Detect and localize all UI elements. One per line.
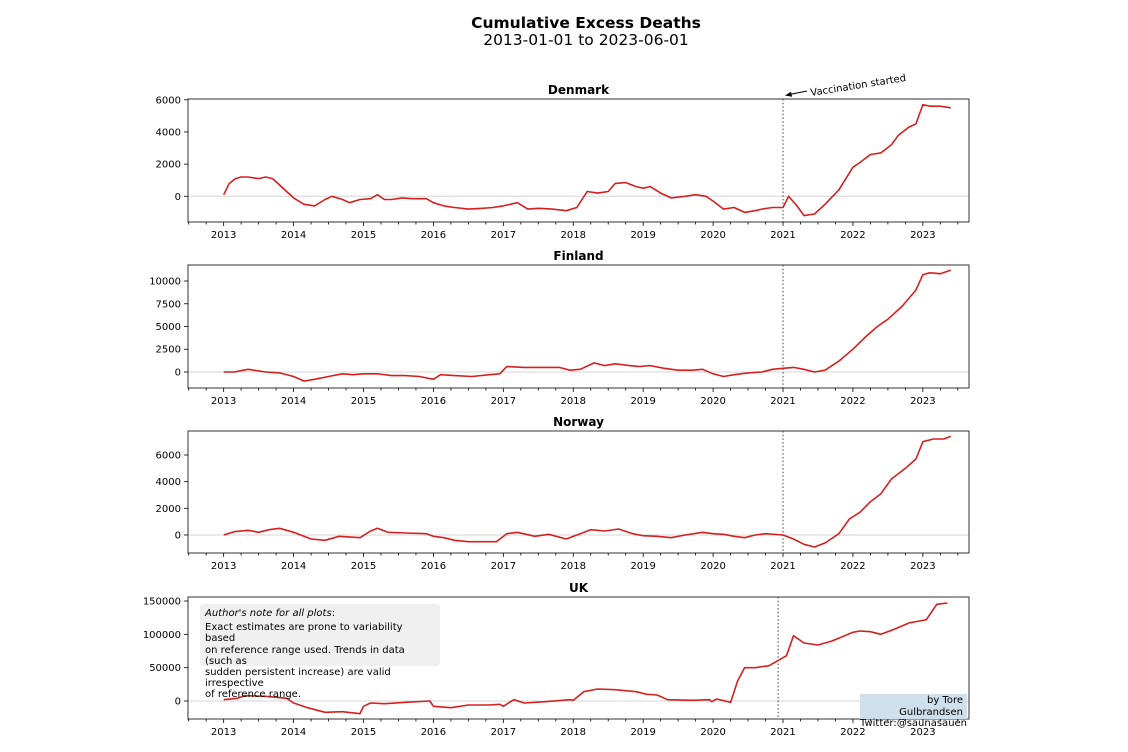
panel-title: UK <box>569 581 589 595</box>
series-line-finland <box>223 269 952 382</box>
y-tick-label: 0 <box>175 192 181 203</box>
author-note-line: sudden persistent increase) are valid ir… <box>205 667 391 690</box>
x-tick-label: 2023 <box>910 561 935 572</box>
vaccination-annotation: Vaccination started <box>810 73 907 99</box>
y-tick-label: 150000 <box>143 597 181 608</box>
x-tick-label: 2019 <box>630 727 655 738</box>
x-tick-label: 2015 <box>351 230 376 241</box>
y-tick-label: 2000 <box>156 504 181 515</box>
x-tick-label: 2017 <box>491 727 516 738</box>
figure-title: Cumulative Excess Deaths <box>471 14 701 32</box>
x-tick-label: 2019 <box>630 561 655 572</box>
author-note-box: Author's note for all plots: Exact estim… <box>200 604 440 700</box>
x-tick-label: 2015 <box>351 561 376 572</box>
plot-frame <box>187 596 970 720</box>
x-tick-label: 2019 <box>630 396 655 407</box>
plot-frame <box>187 98 970 223</box>
x-tick-label: 2017 <box>491 396 516 407</box>
x-tick-label: 2018 <box>561 561 586 572</box>
figure-subtitle: 2013-01-01 to 2023-06-01 <box>483 31 689 49</box>
y-tick-label: 10000 <box>149 277 181 288</box>
panel-finland: 2013 2014 2015 2016 2017 2018 2019 2020 2021 2022… <box>149 249 970 407</box>
author-note-title: Author's note for all plots: <box>205 608 435 619</box>
y-tick-label: 6000 <box>156 451 181 462</box>
x-tick-label: 2021 <box>770 230 795 241</box>
x-tick-label: 2017 <box>491 230 516 241</box>
author-note-line: on reference range used. Trends in data … <box>205 644 405 667</box>
x-tick-label: 2015 <box>351 727 376 738</box>
y-tick-label: 2500 <box>156 345 181 356</box>
x-tick-label: 2023 <box>910 727 935 738</box>
author-note-line: Exact estimates are prone to variability… <box>205 622 403 645</box>
panel-uk: 2013 2014 2015 2016 2017 2018 2019 2020 2021 2022… <box>143 581 970 738</box>
panel-title: Finland <box>553 249 603 263</box>
x-tick-label: 2016 <box>421 727 446 738</box>
x-tick-label: 2013 <box>211 230 236 241</box>
x-tick-label: 2017 <box>491 561 516 572</box>
x-tick-label: 2016 <box>421 230 446 241</box>
x-tick-label: 2022 <box>840 396 865 407</box>
x-tick-label: 2014 <box>281 230 306 241</box>
y-tick-label: 50000 <box>149 663 181 674</box>
x-tick-label: 2014 <box>281 396 306 407</box>
y-tick-label: 0 <box>175 697 181 708</box>
x-tick-label: 2016 <box>421 396 446 407</box>
author-note-colon: : <box>331 608 336 619</box>
y-tick-label: 4000 <box>156 127 181 138</box>
y-tick-label: 7500 <box>156 299 181 310</box>
x-tick-label: 2021 <box>770 727 795 738</box>
y-tick-label: 4000 <box>156 477 181 488</box>
x-tick-label: 2014 <box>281 727 306 738</box>
x-tick-label: 2023 <box>910 396 935 407</box>
arrow-head-icon <box>785 91 793 97</box>
x-tick-label: 2020 <box>700 727 725 738</box>
x-tick-label: 2020 <box>700 230 725 241</box>
y-tick-label: 5000 <box>156 322 181 333</box>
author-note-line: of reference range. <box>205 689 302 701</box>
x-tick-label: 2016 <box>421 561 446 572</box>
x-tick-label: 2022 <box>840 230 865 241</box>
x-tick-label: 2020 <box>700 396 725 407</box>
panel-title: Denmark <box>548 83 610 97</box>
x-tick-label: 2015 <box>351 396 376 407</box>
credit-box: by Tore Gulbrandsen Twitter:@saunasauen <box>860 694 967 729</box>
y-tick-label: 0 <box>175 367 181 378</box>
x-tick-label: 2021 <box>770 561 795 572</box>
series-line-uk <box>223 602 948 715</box>
x-tick-label: 2018 <box>561 230 586 241</box>
x-tick-label: 2018 <box>561 727 586 738</box>
credit-twitter: Twitter:@saunasauen <box>860 718 968 729</box>
plot-frame <box>187 430 970 554</box>
panel-denmark: Vaccination started 2013 2014 2015 2016 2017 2… <box>156 73 970 241</box>
x-tick-label: 2021 <box>770 396 795 407</box>
x-tick-label: 2020 <box>700 561 725 572</box>
x-tick-label: 2022 <box>840 561 865 572</box>
series-line-denmark <box>222 103 951 217</box>
x-tick-label: 2019 <box>630 230 655 241</box>
x-tick-label: 2018 <box>561 396 586 407</box>
x-tick-label: 2014 <box>281 561 306 572</box>
y-tick-label: 6000 <box>156 95 181 106</box>
x-tick-label: 2013 <box>211 727 236 738</box>
panel-norway: 2013 2014 2015 2016 2017 2018 2019 2020 2021 2022… <box>156 415 970 572</box>
credit-author: by Tore Gulbrandsen <box>899 695 963 718</box>
x-tick-label: 2013 <box>211 396 236 407</box>
author-note-title-text: Author's note for all plots <box>205 608 332 619</box>
y-tick-label: 2000 <box>156 160 181 171</box>
panel-title: Norway <box>553 415 604 429</box>
y-tick-label: 100000 <box>143 630 181 641</box>
x-tick-label: 2013 <box>211 561 236 572</box>
x-tick-label: 2022 <box>840 727 865 738</box>
y-tick-label: 0 <box>175 531 181 542</box>
series-line-norway <box>223 435 952 548</box>
x-tick-label: 2023 <box>910 230 935 241</box>
